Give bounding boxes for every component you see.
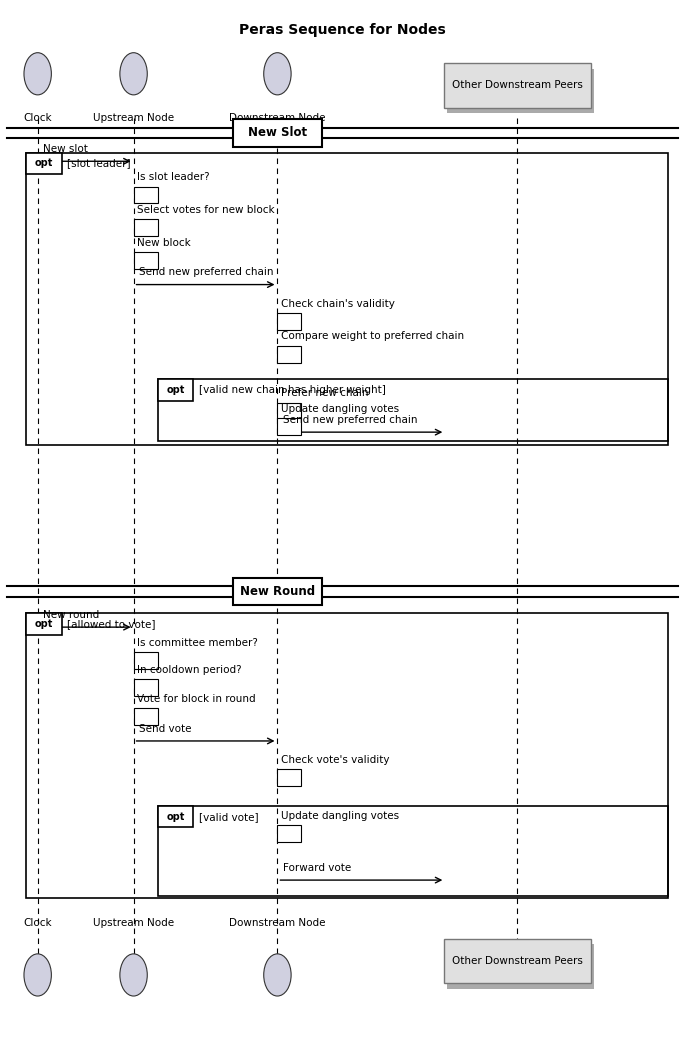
Bar [277, 403, 301, 419]
Text: Other Downstream Peers: Other Downstream Peers [451, 956, 583, 967]
Bar [277, 769, 301, 786]
Text: Vote for block in round: Vote for block in round [137, 695, 256, 704]
Text: Other Downstream Peers: Other Downstream Peers [451, 80, 583, 91]
Bar [134, 187, 158, 203]
Text: [valid new chain has higher weight]: [valid new chain has higher weight] [199, 385, 386, 395]
Bar [277, 825, 301, 842]
Text: opt: opt [166, 812, 184, 822]
Bar [233, 578, 322, 605]
Circle shape [24, 53, 51, 95]
Circle shape [120, 954, 147, 996]
Bar [26, 613, 62, 635]
Text: Clock: Clock [23, 918, 52, 928]
Circle shape [264, 53, 291, 95]
Text: Downstream Node: Downstream Node [229, 113, 325, 122]
Text: New Slot: New Slot [248, 126, 307, 139]
Text: Is committee member?: Is committee member? [137, 639, 258, 648]
Text: opt: opt [35, 619, 53, 629]
Text: In cooldown period?: In cooldown period? [137, 665, 242, 675]
Bar [134, 252, 158, 269]
Bar [26, 613, 668, 898]
Text: [slot leader]: [slot leader] [67, 158, 131, 169]
Text: Clock: Clock [23, 113, 52, 122]
Text: opt: opt [35, 158, 53, 169]
Bar [444, 939, 590, 983]
Bar [158, 379, 193, 401]
Circle shape [24, 954, 51, 996]
Bar [134, 679, 158, 696]
Bar [134, 708, 158, 725]
Text: Downstream Node: Downstream Node [229, 918, 325, 928]
Bar [26, 153, 62, 174]
Text: New Round: New Round [240, 585, 315, 598]
Text: Check vote's validity: Check vote's validity [281, 756, 389, 765]
Text: Update dangling votes: Update dangling votes [281, 405, 399, 414]
Text: New round: New round [43, 610, 99, 620]
Text: Select votes for new block: Select votes for new block [137, 206, 275, 215]
Text: Is slot leader?: Is slot leader? [137, 173, 210, 182]
Bar [158, 379, 668, 441]
Bar [158, 806, 193, 827]
Text: Send new preferred chain: Send new preferred chain [283, 415, 417, 425]
Bar [158, 806, 668, 896]
Bar [447, 944, 594, 989]
Text: Send new preferred chain: Send new preferred chain [139, 268, 273, 277]
Bar [277, 346, 301, 363]
Bar [134, 652, 158, 669]
Text: [valid vote]: [valid vote] [199, 812, 258, 822]
Bar [134, 219, 158, 236]
Text: Prefer new chain: Prefer new chain [281, 389, 369, 398]
Bar [233, 119, 322, 147]
Bar [277, 313, 301, 330]
Text: New block: New block [137, 238, 190, 248]
Text: [allowed to vote]: [allowed to vote] [67, 619, 155, 629]
Text: Check chain's validity: Check chain's validity [281, 299, 395, 309]
Text: Update dangling votes: Update dangling votes [281, 812, 399, 821]
Bar [277, 418, 301, 435]
Circle shape [264, 954, 291, 996]
Text: Upstream Node: Upstream Node [93, 918, 174, 928]
Bar [26, 153, 668, 445]
Text: Send vote: Send vote [139, 724, 192, 734]
Text: Upstream Node: Upstream Node [93, 113, 174, 122]
Text: New slot: New slot [43, 144, 88, 154]
Text: opt: opt [166, 385, 184, 395]
Text: Compare weight to preferred chain: Compare weight to preferred chain [281, 332, 464, 341]
Text: Peras Sequence for Nodes: Peras Sequence for Nodes [239, 23, 446, 37]
Bar [447, 69, 594, 113]
Circle shape [120, 53, 147, 95]
Text: Forward vote: Forward vote [283, 863, 351, 873]
Bar [444, 63, 590, 108]
